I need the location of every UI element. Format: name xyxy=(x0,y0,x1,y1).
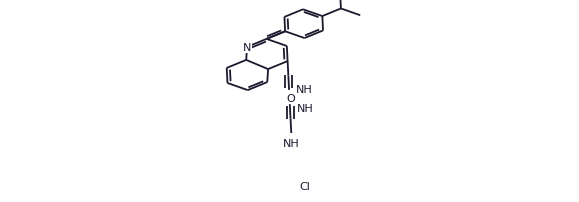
Text: O: O xyxy=(284,92,293,102)
Text: NH: NH xyxy=(296,84,313,94)
Text: O: O xyxy=(286,94,295,104)
Text: Cl: Cl xyxy=(299,181,310,191)
Text: NH: NH xyxy=(283,138,300,148)
Text: NH: NH xyxy=(297,103,313,113)
Text: N: N xyxy=(243,43,251,53)
